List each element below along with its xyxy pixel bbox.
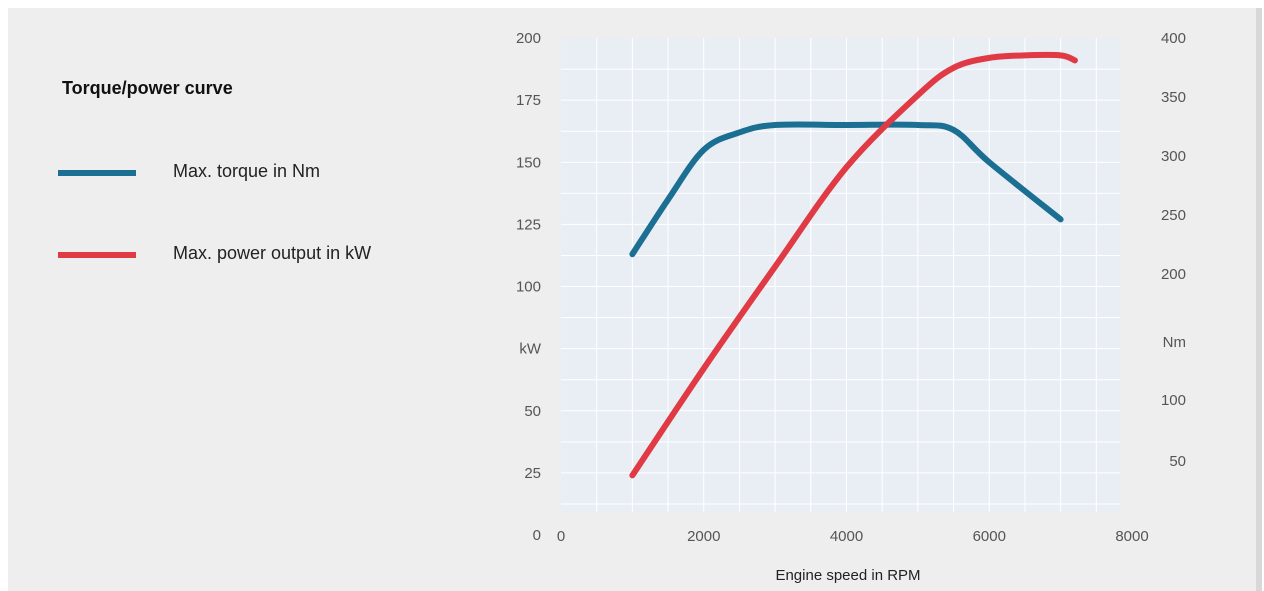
legend-label-power: Max. power output in kW (173, 243, 372, 263)
right-tick-label: 350 (1161, 89, 1186, 106)
right-tick-label: 50 (1169, 453, 1186, 470)
left-axis-ticks: 0 25 50 kW 100 125 150 175 200 (516, 30, 542, 544)
chart-grid (561, 38, 1120, 512)
left-tick-label: 150 (516, 154, 541, 171)
torque-line (629, 121, 1064, 258)
chart-series (629, 51, 1078, 479)
right-tick-label: 250 (1161, 207, 1186, 224)
left-tick-label: 50 (524, 403, 541, 420)
right-axis-ticks: 400 350 300 250 200 Nm 100 50 (1161, 30, 1186, 470)
left-tick-label: 200 (516, 30, 541, 47)
x-axis-ticks: 0 2000 4000 6000 8000 (557, 528, 1149, 545)
left-tick-label: 125 (516, 216, 541, 233)
x-tick-label: 2000 (687, 528, 720, 545)
legend-swatch-torque (58, 170, 136, 176)
right-tick-label: Nm (1163, 334, 1186, 351)
plot-area (561, 38, 1120, 512)
right-tick-label: 200 (1161, 266, 1186, 283)
right-tick-label: 400 (1161, 30, 1186, 47)
power-line (629, 51, 1078, 479)
x-tick-label: 4000 (830, 528, 863, 545)
x-tick-label: 6000 (973, 528, 1006, 545)
left-tick-label: kW (519, 341, 542, 358)
legend-label-torque: Max. torque in Nm (173, 161, 321, 181)
panel-edge (1256, 8, 1262, 591)
right-tick-label: 100 (1161, 392, 1186, 409)
left-tick-label: 175 (516, 92, 541, 109)
left-tick-label: 100 (516, 279, 541, 296)
left-tick-label: 0 (533, 527, 541, 544)
x-axis-label: Engine speed in RPM (775, 567, 920, 584)
legend-title: Torque/power curve (62, 78, 233, 98)
plot-background (561, 38, 1120, 512)
left-tick-label: 25 (524, 465, 541, 482)
legend-swatch-power (58, 252, 136, 258)
right-tick-label: 300 (1161, 148, 1186, 165)
x-tick-label: 0 (557, 528, 565, 545)
x-tick-label: 8000 (1115, 528, 1148, 545)
